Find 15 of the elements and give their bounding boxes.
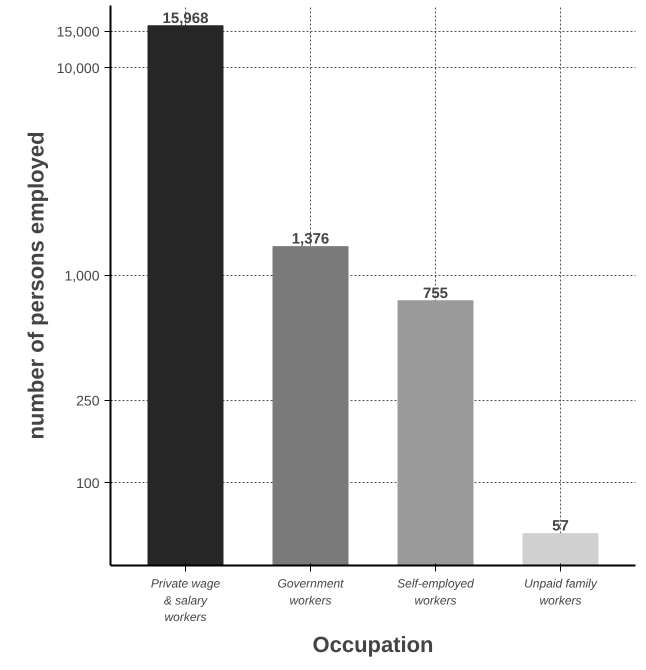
y-tick-label: 1,000 [64,267,100,284]
x-tick-label: Government workers [277,576,344,608]
x-tick-label: Private wage & salary workers [150,576,221,624]
data-label: 1,376 [292,230,330,248]
y-tick-label: 250 [76,392,100,408]
data-label: 755 [422,284,448,302]
y-axis-title: number of persons employed [24,131,49,440]
x-tick-label: Unpaid family workers [524,576,598,608]
y-tick-label: 15,000 [56,23,100,40]
y-tick-label: 10,000 [56,60,100,76]
y-tick-label: 100 [76,474,100,491]
x-axis-title: Occupation [312,632,434,658]
x-tick-label: Self-employed workers [397,576,474,608]
data-label: 15,968 [162,10,208,27]
data-label: 57 [552,518,569,535]
